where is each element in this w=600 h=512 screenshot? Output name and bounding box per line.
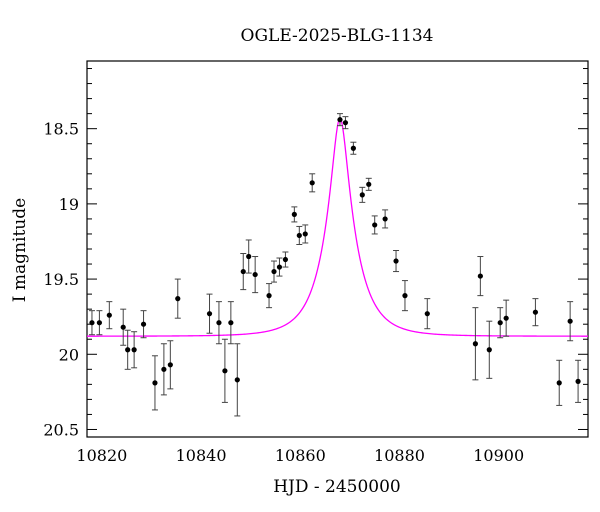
data-point [302, 231, 308, 237]
y-tick-label: 19.5 [43, 270, 79, 289]
y-tick-label: 19 [59, 195, 79, 214]
data-point [120, 324, 126, 330]
model-curve [86, 116, 588, 337]
data-point [252, 271, 258, 278]
y-axis-label: I magnitude [10, 198, 30, 302]
y-tick-label: 20.5 [43, 420, 79, 439]
data-point [472, 341, 478, 347]
data-point [309, 180, 315, 186]
data-point [372, 222, 378, 228]
data-point [131, 347, 137, 353]
data-point [282, 256, 289, 263]
chart-title: OGLE-2025-BLG-1134 [241, 26, 434, 46]
data-point [152, 380, 158, 386]
data-point [246, 253, 252, 260]
data-points-group [88, 113, 582, 417]
data-point [206, 311, 213, 317]
data-point [216, 320, 222, 326]
data-point [402, 293, 408, 299]
data-point [276, 264, 283, 270]
data-point [96, 320, 103, 326]
x-axis-label: HJD - 2450000 [273, 477, 401, 497]
x-tick-label: 10840 [176, 446, 227, 465]
data-point [424, 311, 430, 317]
x-tick-label: 10900 [473, 446, 524, 465]
data-point [125, 347, 131, 353]
y-tick-label: 18.5 [43, 120, 79, 139]
axis-ticks [87, 68, 588, 430]
data-point [366, 181, 372, 187]
x-tick-label: 10880 [374, 446, 425, 465]
data-point [342, 120, 349, 126]
data-point [567, 318, 573, 324]
data-point [486, 347, 492, 353]
data-point [350, 145, 356, 151]
y-tick-labels: 18.5 19 19.5 20 20.5 [43, 120, 79, 440]
plot-frame [86, 60, 589, 438]
data-point [393, 258, 399, 264]
data-point [575, 378, 581, 384]
data-point [291, 211, 297, 218]
data-point [228, 320, 234, 326]
y-tick-label: 20 [59, 345, 79, 364]
data-point [167, 362, 173, 368]
x-tick-label: 10860 [275, 446, 326, 465]
data-point [503, 315, 509, 321]
data-point [532, 309, 539, 315]
data-point [477, 273, 483, 279]
model-curve-group [86, 116, 588, 337]
data-point [337, 117, 343, 123]
x-tick-label: 10820 [76, 446, 127, 465]
data-point [271, 268, 277, 275]
data-point [106, 312, 112, 318]
data-point [556, 380, 562, 386]
data-point [359, 192, 365, 198]
data-point [175, 296, 181, 302]
data-point [161, 366, 167, 372]
data-point [266, 293, 272, 299]
data-point [382, 216, 388, 222]
data-point [140, 321, 147, 327]
data-point [497, 320, 503, 326]
data-point [89, 320, 95, 326]
data-point [240, 268, 246, 275]
data-point [222, 368, 228, 374]
x-tick-labels: 10820 10840 10860 10880 10900 [76, 446, 524, 465]
data-point [234, 377, 240, 383]
data-point [296, 232, 302, 239]
